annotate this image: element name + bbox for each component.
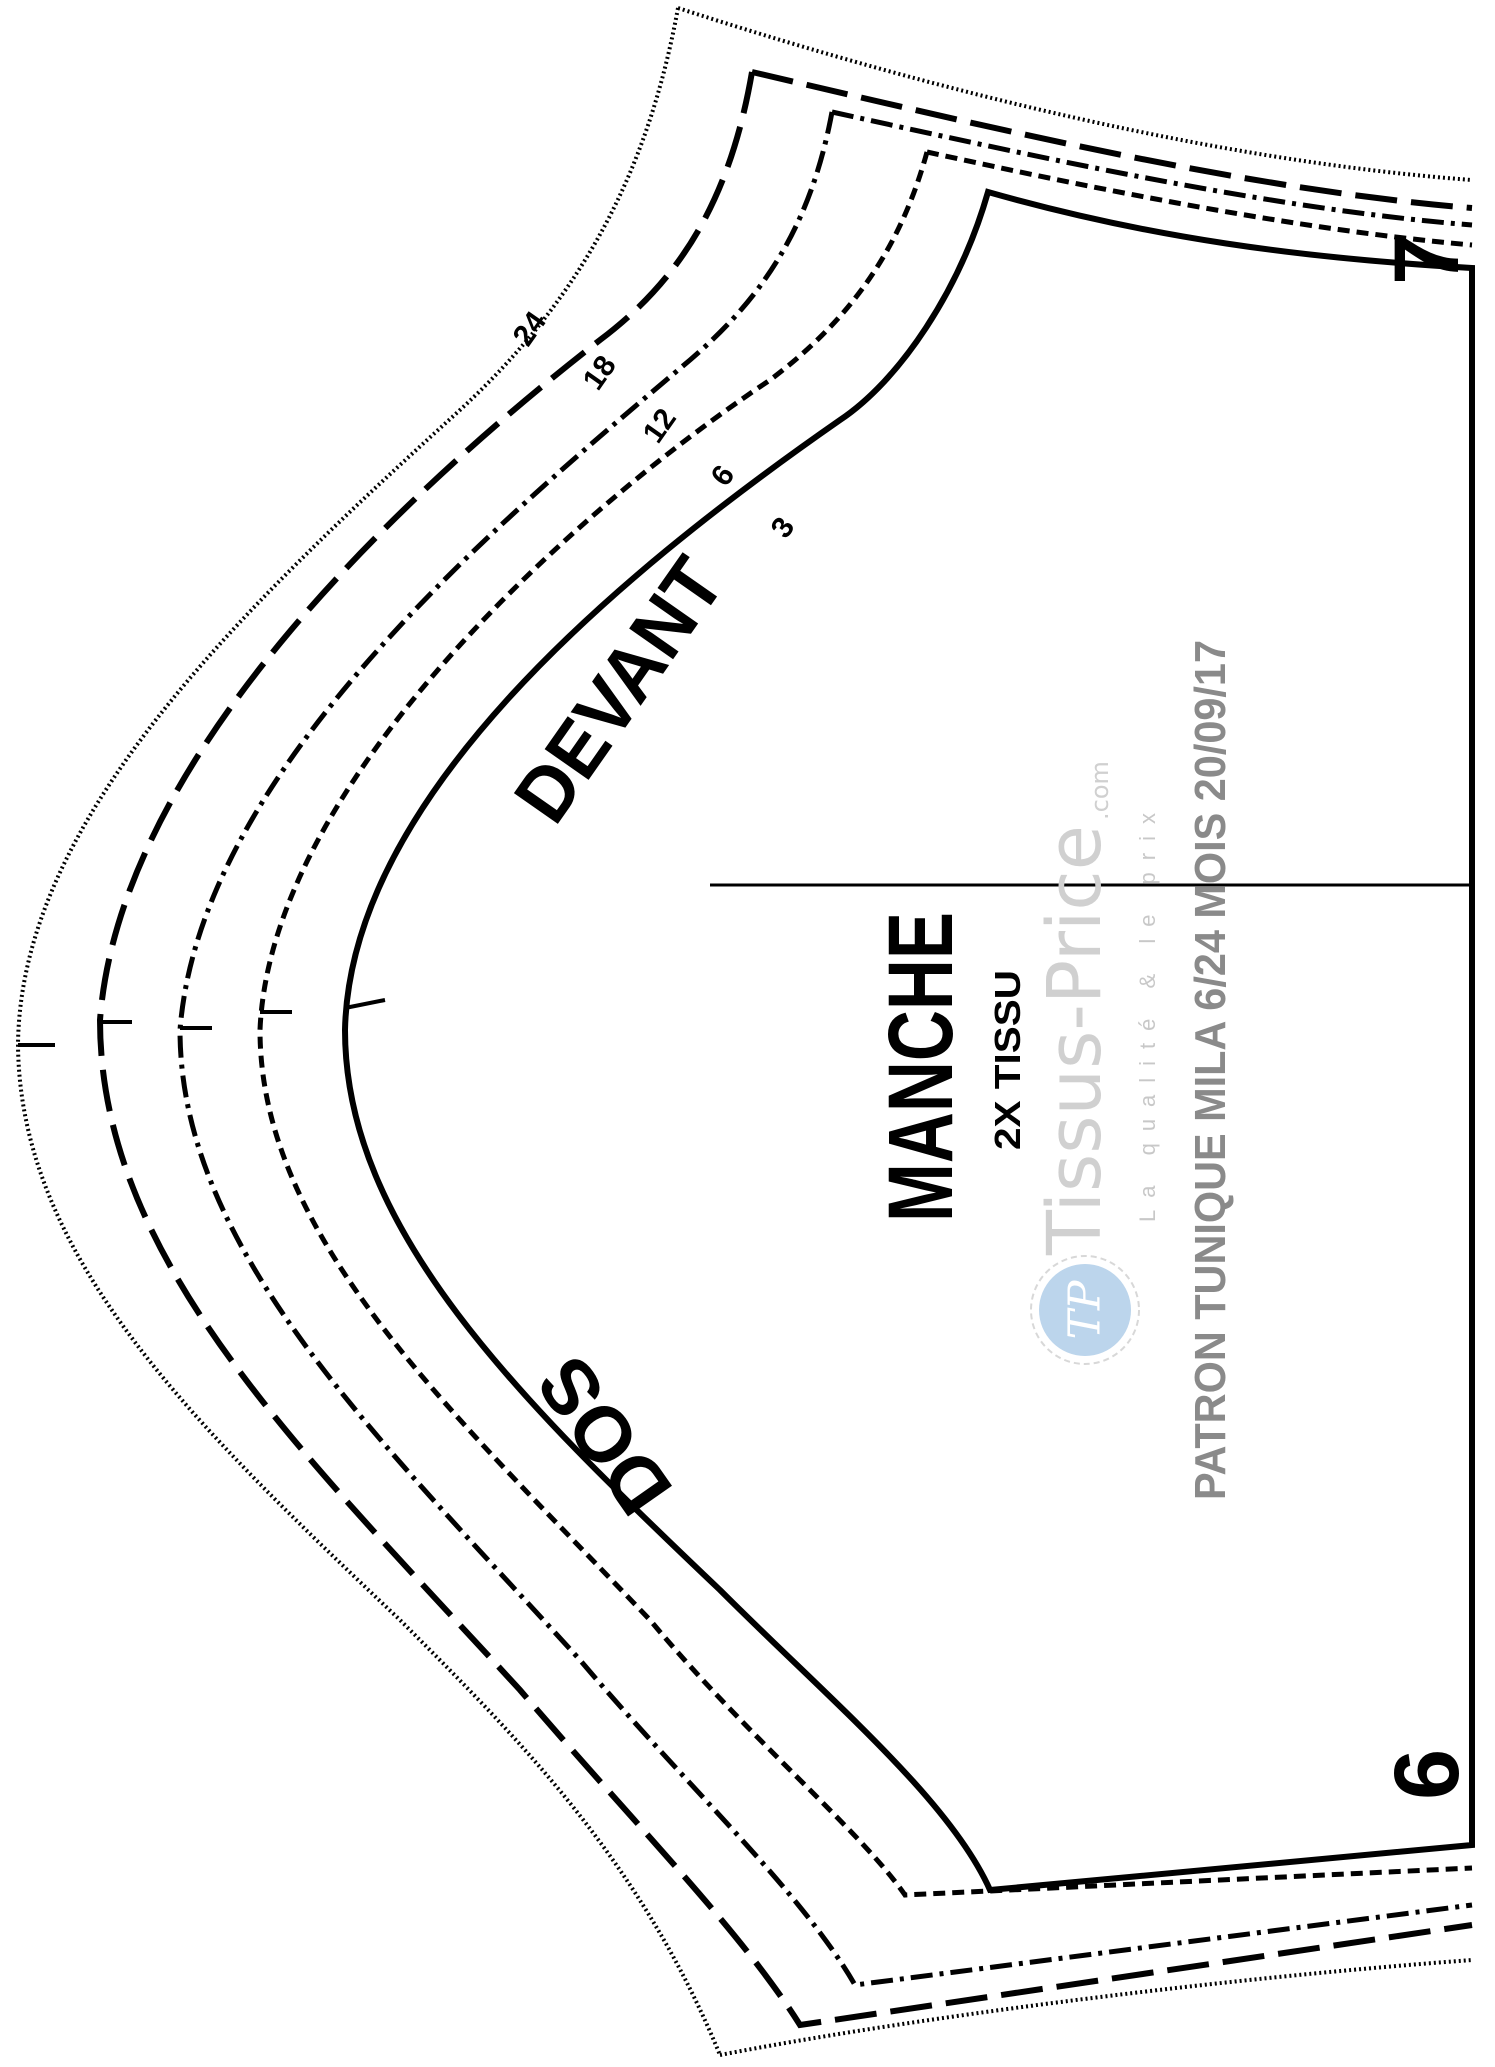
cut-line-size-6-top-edge (926, 149, 1473, 248)
watermark-brand-suffix: .com (1086, 761, 1114, 820)
notch-size-3 (344, 998, 386, 1010)
cut-instruction: 2X TISSU (987, 970, 1028, 1150)
back-label: DOS (519, 1341, 689, 1531)
watermark-brand: Tissus-Price (1032, 825, 1118, 1256)
cut-line-size-6 (257, 151, 1473, 1898)
logo-letters: TP (1060, 1279, 1111, 1339)
size-label-24: 24 (507, 305, 553, 352)
piece-name: MANCHE (870, 912, 972, 1222)
cut-line-size-18 (96, 71, 1473, 2029)
cut-line-size-18-top-edge (751, 69, 1473, 211)
pattern-info: PATRON TUNIQUE MILA 6/24 MOIS 20/09/17 (1186, 640, 1235, 1500)
shoulder-notches (18, 998, 386, 1047)
watermark-tagline: La qualité & le prix (1135, 802, 1160, 1222)
cut-line-size-12 (177, 111, 1473, 1988)
size-label-18: 18 (577, 350, 623, 396)
cut-line-size-24 (15, 7, 722, 2056)
cut-line-size-24-bottom-edge (719, 1958, 1473, 2057)
tissus-price-logo: TP (1030, 1255, 1140, 1365)
size-label-12: 12 (637, 403, 683, 449)
cut-line-size-12-top-edge (831, 109, 1473, 228)
front-label: DEVANT (497, 542, 741, 838)
cut-line-size-3 (341, 188, 1475, 1894)
size-label-3: 3 (765, 511, 802, 544)
size-label-6: 6 (705, 459, 742, 492)
notch-number-top: 7 (1376, 234, 1478, 285)
cut-line-size-24-top-edge (677, 6, 1473, 182)
notch-number-bottom: 6 (1376, 1749, 1478, 1800)
